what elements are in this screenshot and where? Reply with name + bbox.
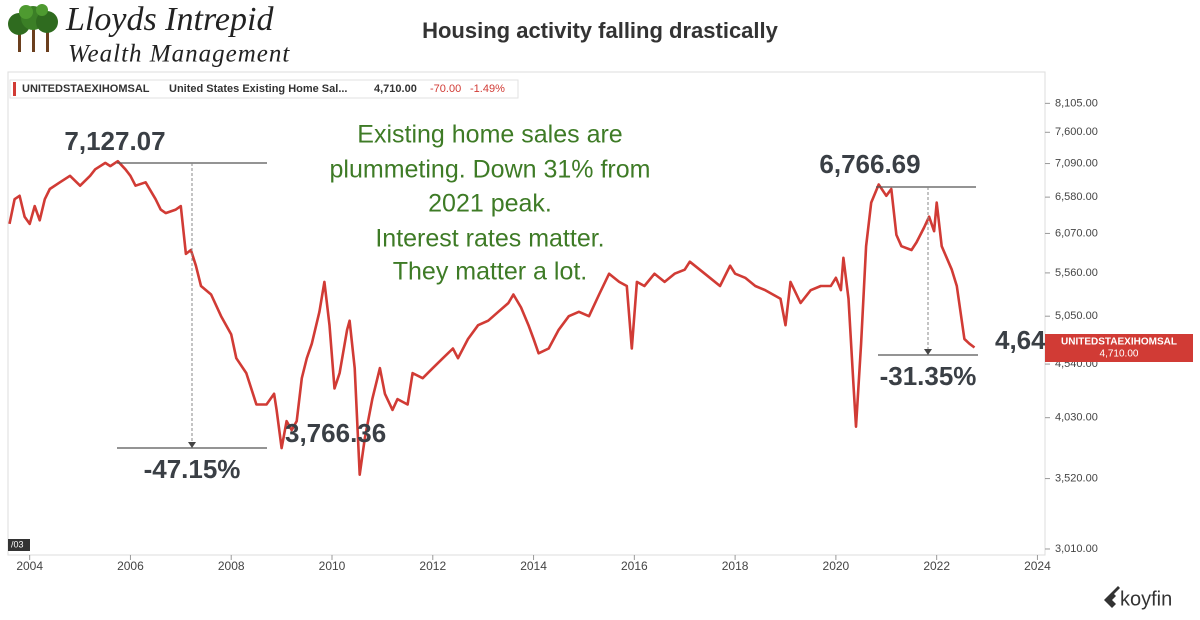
x-tick-label: 2004 (16, 559, 43, 573)
annotation: -31.35% (880, 361, 977, 391)
y-tick-label: 5,050.00 (1055, 310, 1098, 322)
x-tick-label: 2008 (218, 559, 245, 573)
annotation: 6,766.69 (819, 149, 920, 179)
legend-change-pct: -1.49% (470, 83, 505, 95)
x-tick-label: 2024 (1024, 559, 1051, 573)
x-tick-label: 2006 (117, 559, 144, 573)
y-tick-label: 7,600.00 (1055, 126, 1098, 138)
series-line (8, 159, 976, 476)
price-tag-last: 4,710.00 (1100, 349, 1139, 360)
plot-frame (7, 71, 1046, 556)
legend-name: United States Existing Home Sal... (169, 83, 348, 95)
annotation: 7,127.07 (64, 126, 165, 156)
annotation: -47.15% (144, 454, 241, 484)
legend-symbol: UNITEDSTAEXIHOMSAL (22, 83, 150, 95)
measure-arrow (924, 349, 932, 355)
brand: koyfin (1120, 588, 1172, 610)
logo-trees (8, 4, 58, 52)
y-tick-label: 8,105.00 (1055, 97, 1098, 109)
callout-line: They matter a lot. (393, 258, 588, 286)
callout-line: Existing home sales are (357, 121, 622, 149)
x-tick-label: 2016 (621, 559, 648, 573)
callout-line: plummeting. Down 31% from (330, 156, 651, 184)
x-tick-label: 2014 (520, 559, 547, 573)
y-tick-label: 6,580.00 (1055, 191, 1098, 203)
legend-last: 4,710.00 (374, 83, 417, 95)
legend-change: -70.00 (430, 83, 461, 95)
y-tick-label: 3,010.00 (1055, 543, 1098, 555)
x-tick-label: 2010 (319, 559, 346, 573)
page-title: Housing activity falling drastically (422, 18, 779, 43)
x-tick-label: 2022 (923, 559, 950, 573)
legend-box (9, 79, 519, 99)
y-tick-label: 6,070.00 (1055, 227, 1098, 239)
logo-line2: Wealth Management (68, 41, 290, 68)
y-tick-label: 4,030.00 (1055, 412, 1098, 424)
logo-line1: Lloyds Intrepid (65, 1, 274, 38)
callout-line: 2021 peak. (428, 190, 552, 218)
y-tick-label: 7,090.00 (1055, 157, 1098, 169)
x-tick-label: 2012 (419, 559, 446, 573)
price-tag (1045, 334, 1193, 362)
x-tick-label: 2018 (722, 559, 749, 573)
annotation: 4,64 (995, 325, 1046, 355)
y-tick-label: 3,520.00 (1055, 472, 1098, 484)
corner-box (8, 539, 30, 551)
callout-line: Interest rates matter. (375, 225, 604, 253)
x-tick-label: 2020 (823, 559, 850, 573)
koyfin-logo (1104, 586, 1120, 608)
price-tag-symbol: UNITEDSTAEXIHOMSAL (1061, 337, 1177, 348)
y-tick-label: 5,560.00 (1055, 267, 1098, 279)
annotation: 3,766.36 (285, 418, 386, 448)
legend-swatch (13, 82, 16, 96)
measure-arrow (188, 442, 196, 448)
corner-label: /03 (11, 539, 24, 549)
